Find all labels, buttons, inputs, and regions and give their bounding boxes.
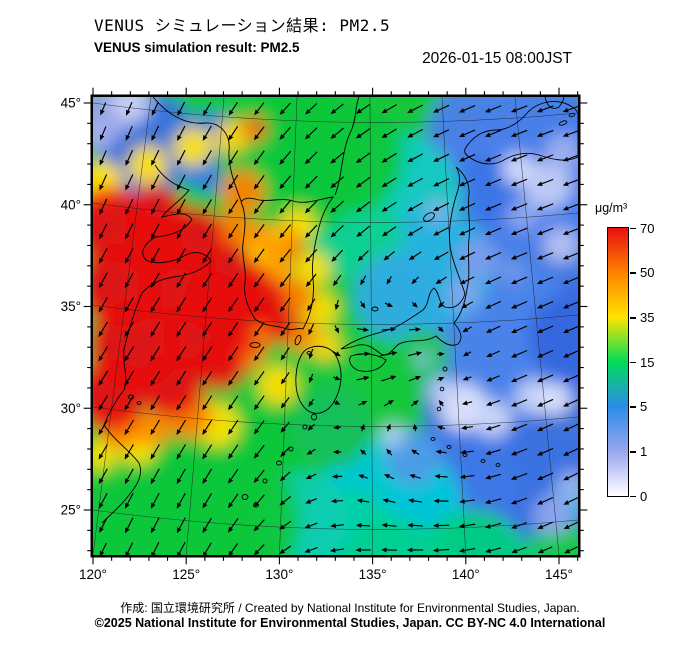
lon-label: 135°	[359, 567, 387, 582]
colorbar-tick	[630, 227, 636, 230]
coastlines	[101, 97, 578, 524]
colorbar-tick-label: 1	[640, 443, 648, 459]
graticule	[93, 97, 578, 555]
colorbar-tick	[630, 316, 636, 319]
map-border	[90, 94, 581, 558]
lon-label: 125°	[172, 567, 200, 582]
colorbar-tick-label: 5	[640, 399, 648, 415]
colorbar-tick-label: 15	[640, 354, 655, 370]
colorbar-tick-label: 50	[640, 265, 655, 281]
lat-label: 40°	[61, 197, 81, 212]
forecast-timestamp: 2026-01-15 08:00JST	[422, 50, 572, 67]
map-svg: 120° 125° 130° 135° 140° 145° 45° 40° 35° 30° 25°	[61, 87, 588, 583]
lon-label: 145°	[545, 567, 573, 582]
lon-label: 140°	[452, 567, 480, 582]
colorbar-tick-label: 70	[640, 220, 655, 236]
colorbar-tick	[630, 450, 636, 453]
colorbar-gradient	[607, 227, 629, 497]
colorbar-tick-label: 0	[640, 488, 648, 504]
lat-label: 45°	[61, 96, 81, 111]
colorbar-tick	[630, 361, 636, 364]
page-title-japanese: VENUS シミュレーション結果: PM2.5	[94, 16, 391, 35]
page-title-english: VENUS simulation result: PM2.5	[94, 40, 300, 55]
axis-ticks	[83, 87, 588, 565]
lat-label: 25°	[61, 503, 81, 518]
license-line: ©2025 National Institute for Environment…	[94, 616, 606, 630]
colorbar-unit-label: μg/m³	[595, 201, 628, 215]
colorbar: μg/m³ 70 50 35 15 5 1 0	[593, 195, 699, 525]
map-clipped-layers	[93, 97, 578, 555]
lat-label: 35°	[61, 299, 81, 314]
colorbar-tick-label: 35	[640, 309, 655, 325]
colorbar-tick	[630, 272, 636, 274]
pm25-field	[93, 97, 578, 555]
lat-label: 30°	[61, 401, 81, 416]
axis-labels: 120° 125° 130° 135° 140° 145° 45° 40° 35° 30° 25°	[61, 96, 573, 583]
colorbar-tick	[630, 406, 636, 408]
colorbar-tick	[630, 495, 636, 498]
pm25-concentration-map: 120° 125° 130° 135° 140° 145° 45° 40° 35° 30° 25°	[48, 87, 613, 592]
credit-line: 作成: 国立環境研究所 / Created by National Instit…	[120, 601, 580, 615]
lon-label: 130°	[265, 567, 293, 582]
wind-vectors	[98, 101, 578, 555]
lon-label: 120°	[79, 567, 107, 582]
